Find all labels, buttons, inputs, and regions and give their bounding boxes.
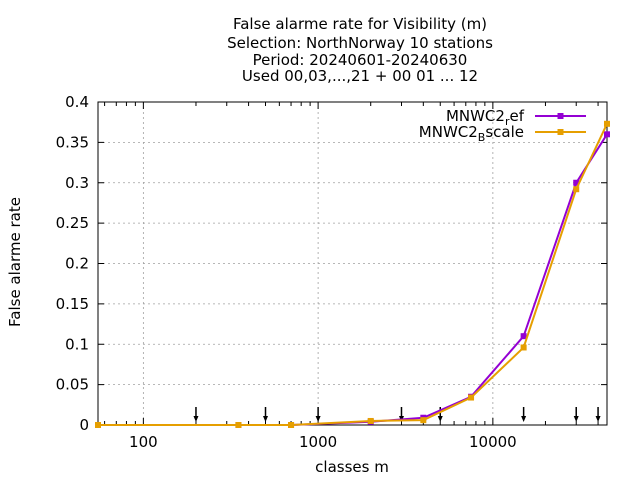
series-point-0 <box>573 179 580 186</box>
series-line-1 <box>98 123 608 426</box>
series-point-1 <box>604 120 610 127</box>
y-tick-label: 0.2 <box>65 255 89 273</box>
y-tick-label: 0.3 <box>65 174 89 192</box>
threshold-arrow-head <box>595 416 601 422</box>
x-tick-label: 1000 <box>299 433 337 451</box>
series-point-1 <box>235 422 242 428</box>
x-tick-label: 10000 <box>469 433 517 451</box>
grid <box>98 102 607 425</box>
y-tick-label: 0.15 <box>56 295 89 313</box>
y-tick-label: 0 <box>79 416 89 434</box>
y-tick-label: 0.35 <box>56 133 89 151</box>
y-axis-label: False alarme rate <box>6 197 24 327</box>
series-point-1 <box>520 344 527 351</box>
threshold-arrow-head <box>263 416 269 422</box>
x-tick-labels: 100 1000 10000 <box>129 433 517 451</box>
legend-label-1: MNWC2Bscale <box>419 123 524 144</box>
series-point-1 <box>420 417 427 424</box>
y-tick-label: 0.05 <box>56 376 89 394</box>
series-group <box>95 120 610 428</box>
threshold-arrow-head <box>437 416 443 422</box>
series-line-0 <box>98 133 608 426</box>
series-point-0 <box>604 131 610 138</box>
y-tick-label: 0.1 <box>65 335 89 353</box>
plot-frame <box>97 101 608 426</box>
y-tick-label: 0.25 <box>56 214 89 232</box>
x-axis-label: classes m <box>315 458 389 476</box>
legend-swatch-point-1 <box>557 129 564 135</box>
series-point-1 <box>367 417 374 424</box>
threshold-arrow-head <box>521 416 527 422</box>
chart-title-line-2: Selection: NorthNorway 10 stations <box>227 34 493 52</box>
y-tick-labels: 0 0.05 0.1 0.15 0.2 0.25 0.3 0.35 0.4 <box>56 93 89 434</box>
threshold-arrow-head <box>315 416 321 422</box>
legend-swatch-point-0 <box>557 113 564 119</box>
chart-title-line-4: Used 00,03,...,21 + 00 01 ... 12 <box>241 67 479 85</box>
series-point-1 <box>95 422 101 428</box>
x-tick-label: 100 <box>129 433 158 451</box>
threshold-arrow-head <box>573 416 579 422</box>
series-point-1 <box>573 186 580 193</box>
threshold-arrow-head <box>193 416 199 422</box>
chart-title-line-3: Period: 20240601-20240630 <box>252 51 468 69</box>
series-point-1 <box>288 422 295 428</box>
chart-title-line-1: False alarme rate for Visibility (m) <box>232 15 488 33</box>
series-point-0 <box>520 333 527 340</box>
y-tick-label: 0.4 <box>65 93 89 111</box>
series-point-1 <box>468 394 475 401</box>
legend-label-0: MNWC2ref <box>446 107 525 128</box>
